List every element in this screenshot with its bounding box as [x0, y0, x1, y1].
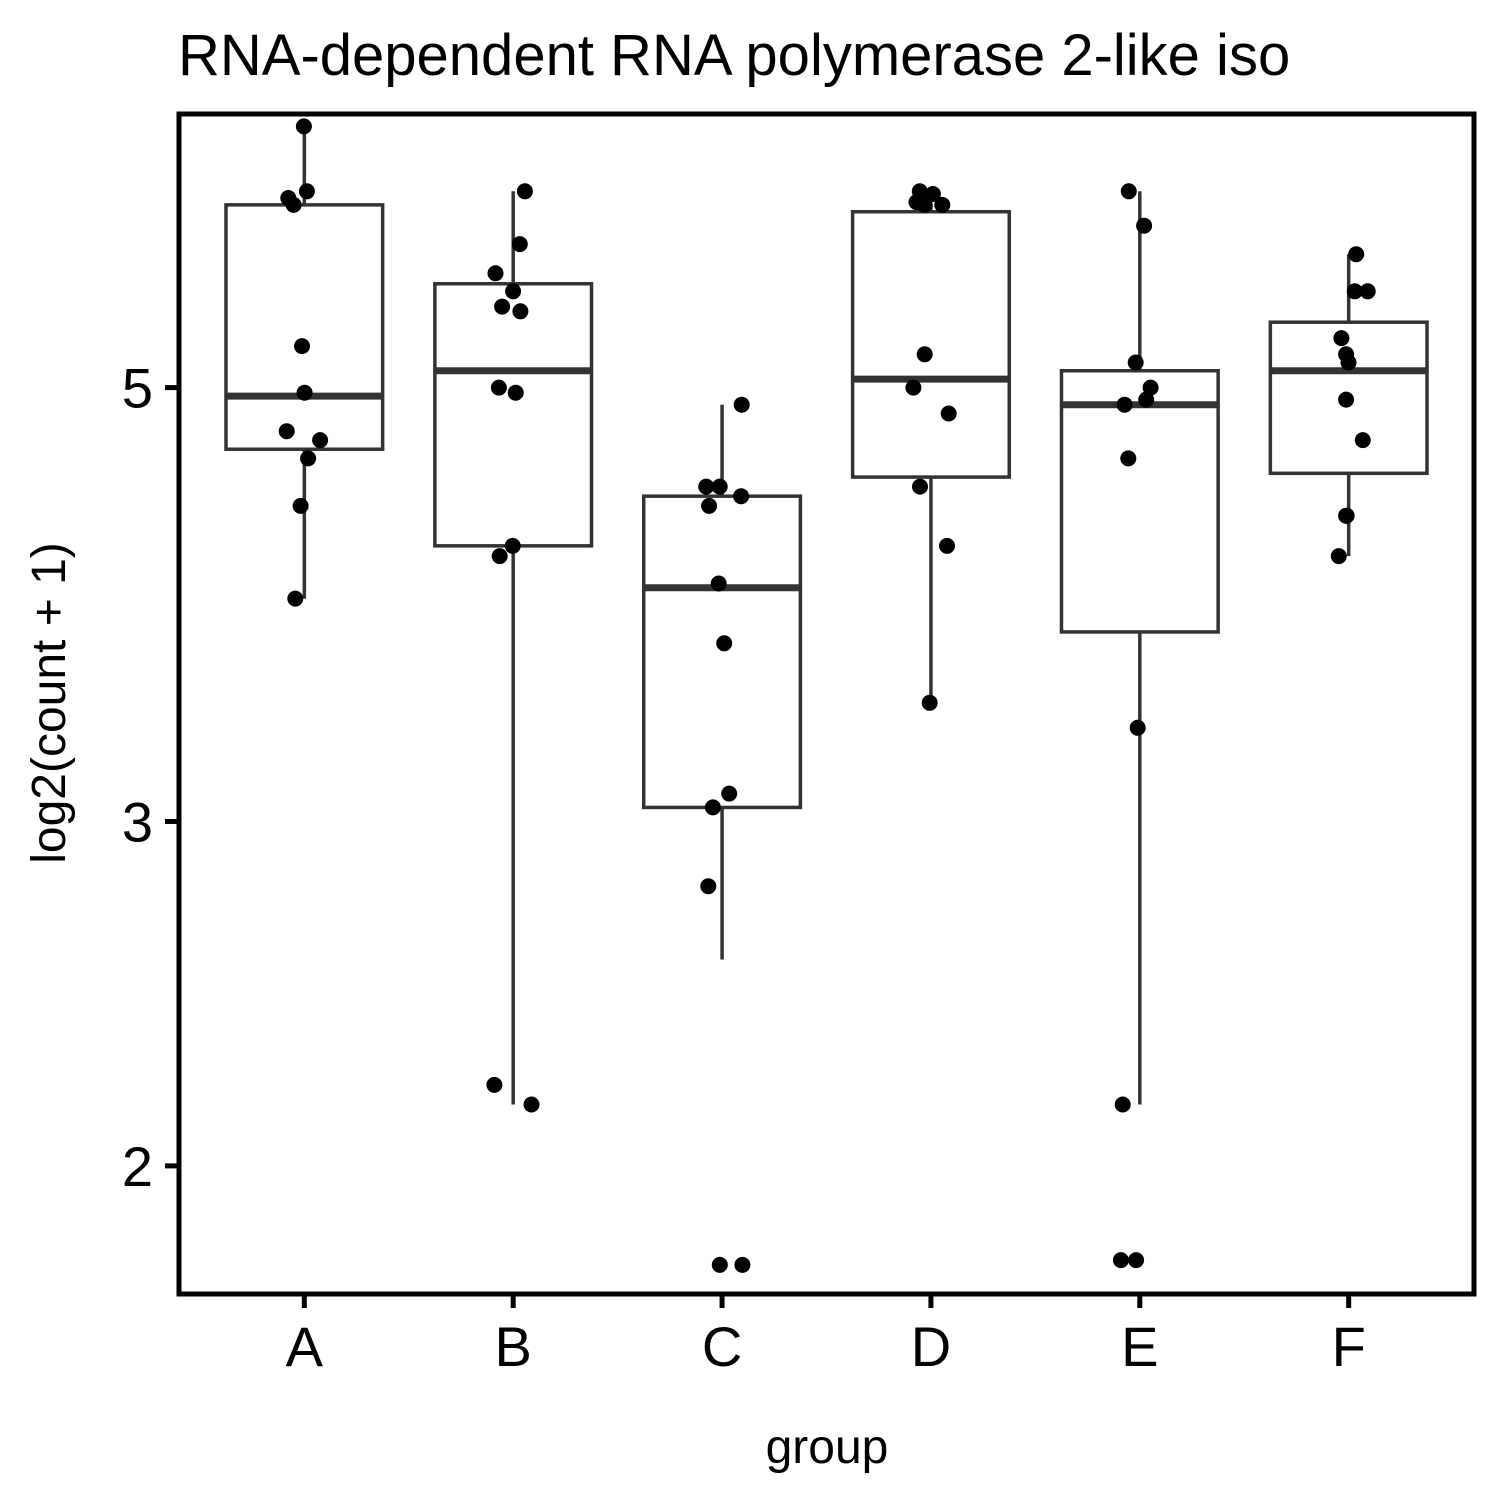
data-point — [512, 303, 529, 320]
data-point — [711, 1256, 728, 1273]
box-group-B — [433, 191, 594, 1105]
data-point — [934, 196, 951, 213]
box — [433, 282, 594, 548]
box-group-A — [224, 126, 385, 599]
x-tick-label: E — [1121, 1315, 1158, 1378]
data-point — [1338, 507, 1355, 524]
data-point — [698, 478, 715, 495]
box — [1059, 369, 1220, 634]
data-point — [292, 497, 309, 514]
data-point — [505, 283, 522, 300]
data-point — [1127, 354, 1144, 371]
data-point — [1359, 283, 1376, 300]
data-point — [1138, 391, 1155, 408]
data-point — [1333, 330, 1350, 347]
plot-area: 2 3 5 A B C D E F — [122, 111, 1477, 1378]
data-point — [1129, 719, 1146, 736]
data-point — [1338, 391, 1355, 408]
x-tick-label: D — [911, 1315, 951, 1378]
x-tick-label: C — [702, 1315, 742, 1378]
data-point — [921, 694, 938, 711]
data-point — [486, 1076, 503, 1093]
data-point — [939, 537, 955, 554]
data-point — [523, 1096, 540, 1113]
data-point — [701, 497, 718, 514]
data-point — [1120, 450, 1137, 467]
data-point — [287, 590, 304, 607]
x-tick-label: F — [1332, 1315, 1366, 1378]
data-point — [295, 118, 312, 135]
data-point — [905, 379, 922, 396]
data-point — [504, 537, 521, 554]
data-point — [278, 423, 295, 440]
data-point — [1348, 246, 1365, 263]
data-point — [700, 878, 717, 895]
data-point — [710, 575, 727, 592]
data-point — [1116, 396, 1133, 413]
y-tick-label: 5 — [122, 357, 153, 420]
data-point — [516, 183, 533, 200]
data-point — [490, 379, 507, 396]
panel-border — [176, 111, 1477, 1297]
data-point — [716, 635, 733, 652]
data-point — [507, 384, 524, 401]
data-point — [711, 478, 728, 495]
data-point — [1330, 548, 1347, 565]
data-point — [296, 384, 313, 401]
data-point — [721, 785, 738, 802]
box-group-E — [1059, 191, 1220, 1105]
box — [641, 494, 803, 810]
x-axis-title: group — [766, 1421, 889, 1474]
data-point — [1114, 1096, 1131, 1113]
y-tick-label: 2 — [122, 1135, 153, 1198]
data-point — [1354, 432, 1371, 449]
data-point — [1112, 1252, 1129, 1269]
data-point — [940, 405, 957, 422]
data-point — [298, 183, 315, 200]
data-point — [734, 1256, 751, 1273]
data-point — [300, 450, 317, 467]
box-group-D — [850, 204, 1012, 703]
data-point — [1128, 1252, 1145, 1269]
data-point — [733, 488, 750, 505]
data-point — [312, 432, 329, 449]
chart-title: RNA-dependent RNA polymerase 2-like iso — [178, 23, 1290, 88]
data-point — [1346, 283, 1363, 300]
data-point — [487, 265, 504, 282]
y-axis-title: log2(count + 1) — [23, 542, 76, 864]
data-point — [916, 196, 933, 213]
data-point — [1136, 217, 1153, 234]
data-point — [1340, 354, 1357, 371]
data-point — [1142, 379, 1159, 396]
data-point — [704, 799, 721, 816]
data-point — [733, 396, 750, 413]
data-point — [511, 236, 528, 253]
data-point — [491, 548, 508, 565]
data-point — [285, 196, 302, 213]
box — [850, 209, 1012, 479]
data-point — [294, 338, 310, 355]
y-tick-label: 3 — [122, 790, 153, 853]
data-point — [912, 478, 928, 495]
data-point — [916, 346, 933, 363]
x-tick-label: B — [495, 1315, 532, 1378]
x-tick-label: A — [286, 1315, 324, 1378]
box-group-C — [641, 404, 803, 960]
box — [224, 203, 385, 451]
data-point — [494, 298, 511, 315]
data-point — [1120, 183, 1137, 200]
